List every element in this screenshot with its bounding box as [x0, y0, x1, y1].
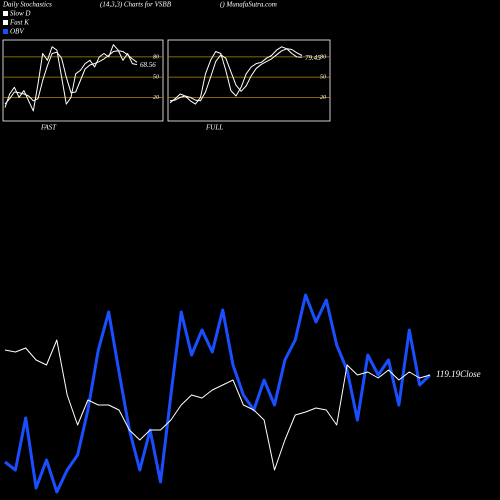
panel-title: FULL: [205, 124, 223, 132]
series-line: [169, 46, 303, 105]
series-line: [4, 339, 431, 471]
y-tick-label: 80: [153, 54, 159, 60]
series-line: [4, 50, 138, 105]
legend-label: Slow D: [10, 10, 30, 18]
legend-label: Fast K: [9, 19, 29, 27]
y-tick-label: 80: [320, 54, 326, 60]
panel-frame: [2, 39, 164, 122]
y-tick-label: 20: [153, 95, 159, 101]
value-label: 79.45: [305, 54, 321, 62]
subtitle: (14,3,3) Charts for VSBB: [100, 1, 172, 9]
value-label: 68.56: [140, 61, 156, 69]
y-tick-label: 20: [320, 95, 326, 101]
panel-frame: [167, 39, 331, 122]
series-line: [4, 293, 432, 494]
legend-swatch: [3, 20, 8, 25]
y-tick-label: 50: [320, 75, 326, 81]
source: () MunafaSutra.com: [220, 1, 277, 9]
title: Daily Stochastics: [2, 1, 52, 9]
y-tick-label: 50: [153, 75, 159, 81]
panel-title: FAST: [40, 124, 57, 132]
legend-swatch: [3, 11, 8, 16]
series-line: [169, 48, 303, 102]
series-line: [4, 44, 138, 112]
legend-swatch: [3, 29, 8, 34]
value-label: 119.19Close: [436, 369, 481, 379]
legend-label: OBV: [10, 28, 24, 36]
